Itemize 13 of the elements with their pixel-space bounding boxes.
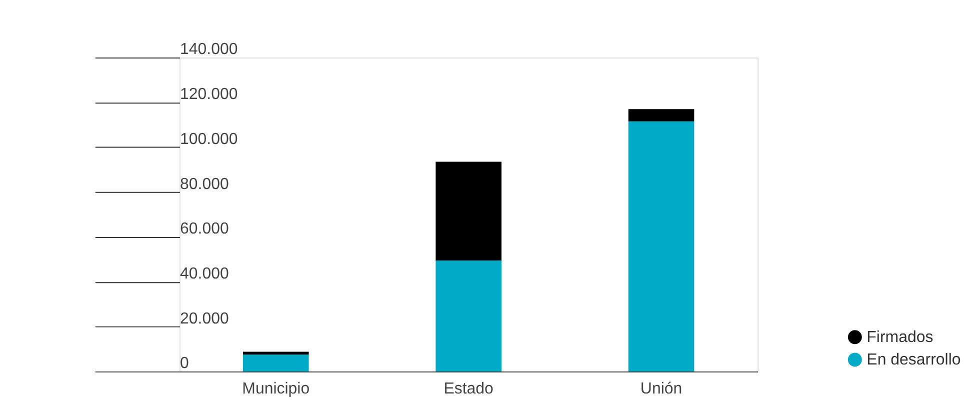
y-tick-label: 40.000: [180, 265, 229, 282]
legend-label: Firmados: [866, 328, 934, 346]
x-tick-label: Estado: [444, 380, 494, 398]
y-tick-label: 100.000: [180, 130, 238, 148]
y-tick-label: 20.000: [180, 310, 229, 328]
y-tick-label: 0: [180, 355, 190, 372]
x-tick-label: Unión: [640, 380, 682, 398]
legend-label: En desarrollo: [866, 351, 961, 368]
y-tick-label: 120.000: [180, 86, 238, 104]
y-tick-label: 140.000: [180, 41, 238, 58]
y-tick-label: 60.000: [180, 220, 229, 238]
y-tick-label: 80.000: [180, 176, 229, 193]
x-tick-label: Municipio: [242, 380, 310, 398]
